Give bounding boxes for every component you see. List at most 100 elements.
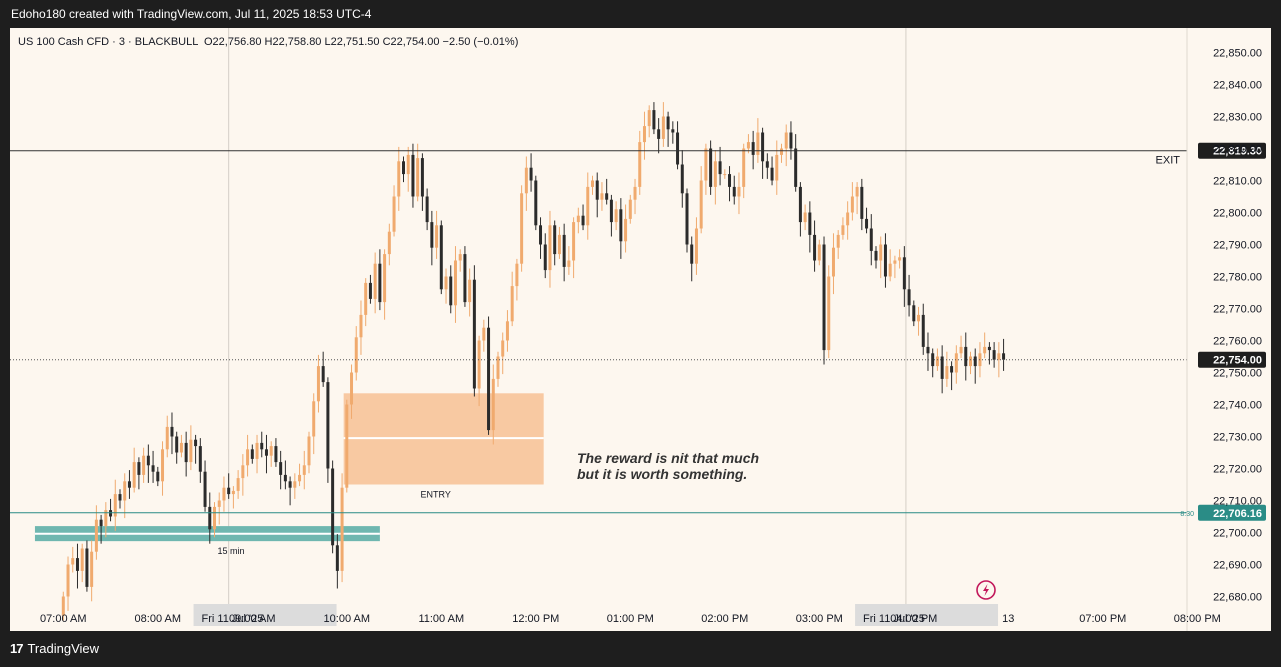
candle-body (359, 314, 363, 338)
candle-body (600, 193, 604, 200)
legend-ohlc: O22,756.80 H22,758.80 L22,751.50 C22,754… (204, 36, 518, 48)
candle-body (940, 356, 944, 379)
price-tag (1198, 504, 1266, 521)
lightning-icon[interactable] (976, 580, 996, 600)
candle-body (104, 510, 108, 527)
candle-body (189, 439, 193, 463)
candle-body (165, 426, 169, 450)
candle-body (893, 260, 897, 264)
candle-body (477, 340, 481, 389)
candle-body (732, 186, 736, 197)
candle-body (288, 481, 292, 488)
candle-body (387, 231, 391, 255)
candle-body (397, 161, 401, 197)
candle-body (175, 436, 179, 453)
candle-body (869, 228, 873, 251)
legend-symbol[interactable]: US 100 Cash CFD · 3 · BLACKBULL (18, 36, 198, 48)
candle-body (430, 222, 434, 248)
candle-body (331, 468, 335, 546)
price-tick-label: 22,690.00 (1213, 560, 1262, 572)
date-badge (193, 604, 337, 626)
time-axis[interactable]: Fri 11 Jul '25 Fri 11 Jul '25 07:00 AM 08:0… (40, 604, 1221, 626)
candle-body (562, 234, 566, 267)
candle-body (510, 286, 514, 322)
candle-body (416, 158, 420, 197)
price-tick-label: 22,730.00 (1213, 432, 1262, 444)
chart-labels: ENTRY 15 min EXIT 8:30 (217, 155, 1194, 556)
candle-body (491, 378, 495, 431)
time-tick-label: 07:00 PM (1079, 613, 1126, 625)
candle-body (392, 196, 396, 232)
candle-body (642, 126, 646, 143)
candle-body (146, 455, 150, 466)
zones (34, 393, 544, 542)
candle-body (931, 353, 935, 367)
price-tick-label: 22,720.00 (1213, 464, 1262, 476)
price-tick-label: 22,740.00 (1213, 400, 1262, 412)
price-tick-label: 22,850.00 (1213, 48, 1262, 60)
candle-body (609, 199, 613, 223)
candle-body (902, 257, 906, 290)
candle-body (264, 449, 268, 456)
time-tick-label: 02:00 PM (701, 613, 748, 625)
candle-body (728, 174, 732, 187)
price-tick-label: 22,770.00 (1213, 304, 1262, 316)
candle-body (368, 282, 372, 299)
candle-body (992, 350, 996, 360)
candle-body (241, 465, 245, 479)
candle-body (151, 465, 155, 472)
candle-body (123, 481, 127, 501)
candle-body (850, 196, 854, 213)
candle-body (827, 276, 831, 351)
candle-body (1002, 353, 1006, 360)
price-tick-label: 22,710.00 (1213, 496, 1262, 508)
candle-body (860, 186, 864, 219)
candle-body (624, 218, 628, 242)
tradingview-brand[interactable]: 17 TradingView (10, 641, 99, 656)
price-tag (1198, 142, 1266, 159)
candle-body (718, 161, 722, 175)
candle-body (222, 487, 226, 501)
candle-body (775, 154, 779, 181)
candle-body (321, 366, 325, 383)
candle-body (831, 247, 835, 277)
candle-body (236, 478, 240, 491)
candle-body (326, 382, 330, 469)
candle-body (576, 215, 580, 223)
candle-body (109, 510, 113, 517)
candle-body (293, 481, 297, 488)
candle-body (335, 545, 339, 571)
candle-body (482, 327, 486, 341)
price-axis[interactable]: 22,819.30 22,706.16 22,754.00 22,850.00 22,8… (1198, 48, 1266, 604)
price-tick-label: 22,750.00 (1213, 368, 1262, 380)
candle-body (997, 353, 1001, 360)
price-tag (1198, 351, 1266, 368)
candle-body (316, 366, 320, 402)
candle-body (921, 314, 925, 347)
candle-body (798, 186, 802, 223)
candle-body (468, 279, 472, 303)
candle-body (203, 471, 207, 507)
candle-body (260, 442, 264, 450)
candle-body (515, 263, 519, 287)
candle-body (591, 180, 594, 187)
candle-body (61, 596, 65, 616)
candle-body (113, 494, 117, 517)
candle-body (548, 225, 552, 271)
candle-body (453, 260, 457, 306)
candle-body (420, 158, 424, 197)
candle-body (789, 132, 793, 149)
candle-body (520, 193, 524, 264)
time-tick-label: 10:00 AM (324, 613, 370, 625)
candle-body (449, 276, 453, 306)
candle-body (383, 254, 387, 303)
price-tick-label: 22,820.00 (1213, 144, 1262, 156)
candle-body (378, 263, 382, 303)
candle-body (713, 161, 717, 187)
candle-body (463, 254, 467, 303)
candle-body (959, 346, 963, 354)
price-chart[interactable]: 22,819.30 22,706.16 22,754.00 22,850.00 22,8… (10, 28, 1271, 631)
candle-body (529, 167, 533, 181)
candle-body (737, 186, 741, 197)
candle-body (685, 193, 689, 245)
